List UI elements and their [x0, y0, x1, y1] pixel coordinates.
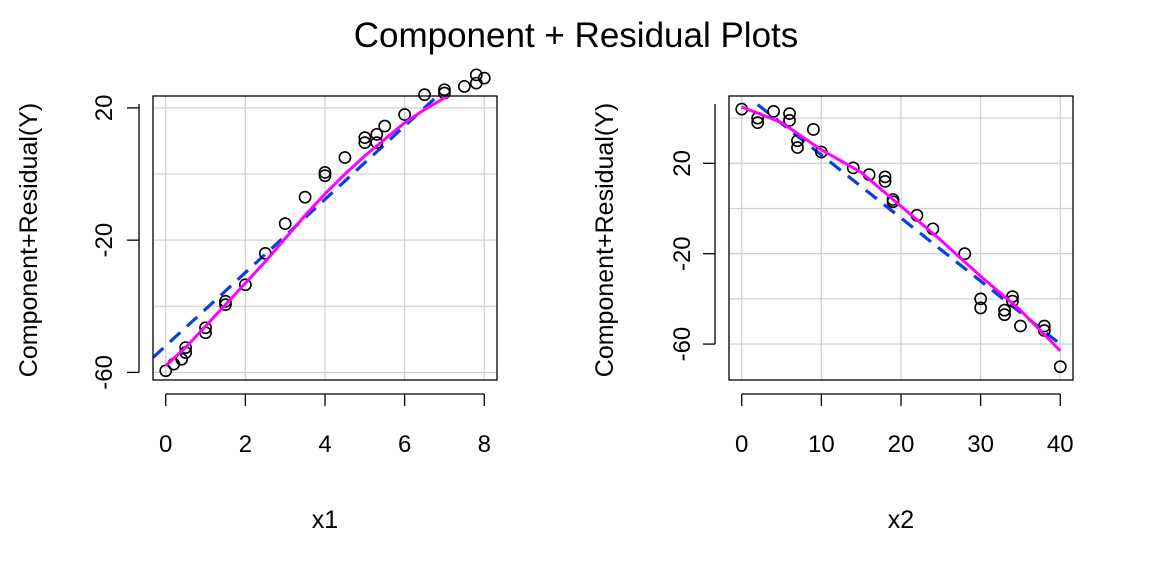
y-tick-label: -60	[669, 327, 696, 362]
data-point	[358, 131, 372, 145]
data-point	[179, 341, 193, 354]
data-point	[878, 170, 892, 184]
data-point	[783, 107, 796, 121]
y-tick-label: -20	[669, 236, 696, 271]
smooth-line	[741, 105, 1062, 352]
x-tick-label: 30	[967, 431, 994, 458]
x-tick-label: 4	[318, 431, 331, 458]
x-tick-label: 8	[478, 431, 491, 458]
grid	[153, 96, 497, 380]
linear-fit-line	[153, 96, 440, 359]
y-tick-label: -20	[91, 223, 118, 258]
y-tick-label: 20	[669, 150, 696, 177]
data-point	[338, 151, 352, 164]
linear-fit-line	[756, 103, 1062, 346]
data-point	[438, 83, 451, 97]
data-point	[199, 321, 212, 335]
data-point	[791, 141, 804, 154]
data-point	[998, 308, 1011, 322]
y-tick-label: -60	[91, 355, 118, 390]
x-tick-label: 0	[735, 431, 748, 458]
data-point	[1014, 319, 1027, 333]
data-point	[457, 80, 471, 93]
data-point	[219, 294, 232, 308]
data-point	[398, 108, 412, 121]
data-point	[219, 298, 232, 312]
data-point	[1053, 360, 1067, 374]
x-tick-label: 10	[808, 431, 835, 458]
data-point	[878, 175, 892, 188]
plot-box	[728, 95, 1074, 381]
x-tick-label: 40	[1047, 431, 1074, 458]
data-point	[958, 247, 972, 261]
y-axis-label: Component+Residual(Y)	[591, 103, 619, 377]
data-point	[886, 193, 900, 206]
smooth-line	[164, 96, 452, 367]
y-axis-label: Component+Residual(Y)	[15, 103, 43, 377]
x-tick-label: 20	[888, 431, 915, 458]
data-point	[469, 76, 483, 90]
data-point	[783, 114, 796, 127]
data-point	[278, 217, 292, 231]
x-tick-label: 0	[159, 431, 172, 458]
x-tick-label: 2	[239, 431, 252, 458]
y-axis: -60 -20 20	[91, 95, 140, 390]
x-axis: 0 10 20 30 40	[735, 393, 1074, 458]
data-point	[751, 116, 765, 130]
x-axis-label: x1	[312, 506, 338, 534]
data-point	[298, 190, 312, 204]
data-point	[418, 88, 431, 102]
plot-box	[152, 95, 498, 381]
x-tick-label: 6	[398, 431, 411, 458]
data-point	[238, 278, 252, 292]
grid	[729, 96, 1073, 380]
data-point	[846, 161, 860, 175]
figure-title: Component + Residual Plots	[353, 16, 799, 55]
panel-x2: 0 10 20 30 40 -60 -20 20 x2 Component+Residual(Y)	[591, 95, 1074, 534]
data-point	[318, 165, 332, 179]
data-point	[767, 104, 780, 118]
data-point	[1006, 294, 1019, 308]
data-point	[974, 292, 988, 306]
data-point	[370, 127, 384, 141]
data-point	[318, 169, 332, 183]
data-point	[1037, 319, 1051, 333]
y-axis: -60 -20 20	[669, 104, 716, 362]
x-axis-label: x2	[888, 506, 914, 534]
panel-x1: 0 2 4 6 8 -60 -20 20 x1 Component+Residual(Y)	[15, 68, 498, 534]
data-point	[807, 123, 820, 136]
data-point	[469, 68, 483, 82]
y-tick-label: 20	[91, 95, 118, 122]
data-point	[175, 352, 189, 366]
x-axis: 0 2 4 6 8	[159, 393, 491, 458]
data-point	[998, 303, 1011, 317]
data-point	[974, 301, 988, 315]
data-point	[378, 119, 392, 133]
